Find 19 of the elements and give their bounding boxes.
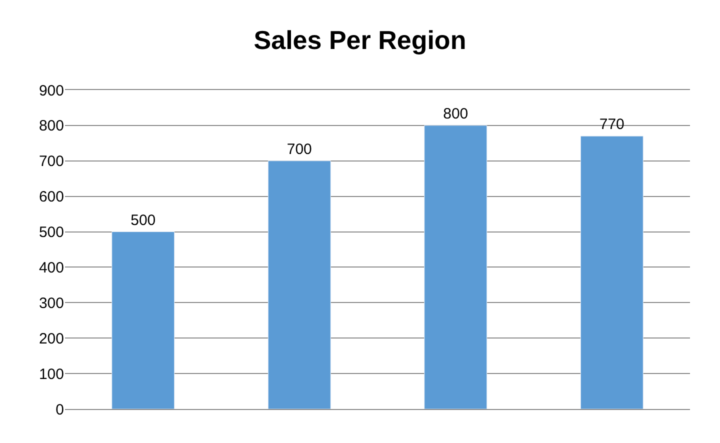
data-label: 500 — [130, 212, 156, 229]
y-tick-label: 500 — [38, 224, 64, 242]
bar — [580, 136, 644, 409]
y-tick-label: 300 — [38, 294, 64, 312]
data-label: 770 — [599, 116, 624, 134]
y-tick-label: 0 — [56, 401, 64, 418]
bar — [268, 160, 331, 409]
data-label: 700 — [286, 140, 312, 158]
data-label: 800 — [443, 105, 468, 122]
y-tick-label: 200 — [38, 330, 64, 348]
bar — [424, 125, 488, 409]
y-tick-label: 900 — [38, 82, 64, 100]
y-tick-label: 800 — [38, 118, 64, 135]
y-tick-label: 600 — [38, 188, 64, 206]
y-tick-label: 700 — [38, 153, 64, 170]
bar — [112, 232, 175, 409]
y-tick-label: 100 — [38, 366, 64, 383]
y-tick-label: 400 — [38, 259, 64, 276]
chart-title: Sales Per Region — [254, 25, 466, 56]
